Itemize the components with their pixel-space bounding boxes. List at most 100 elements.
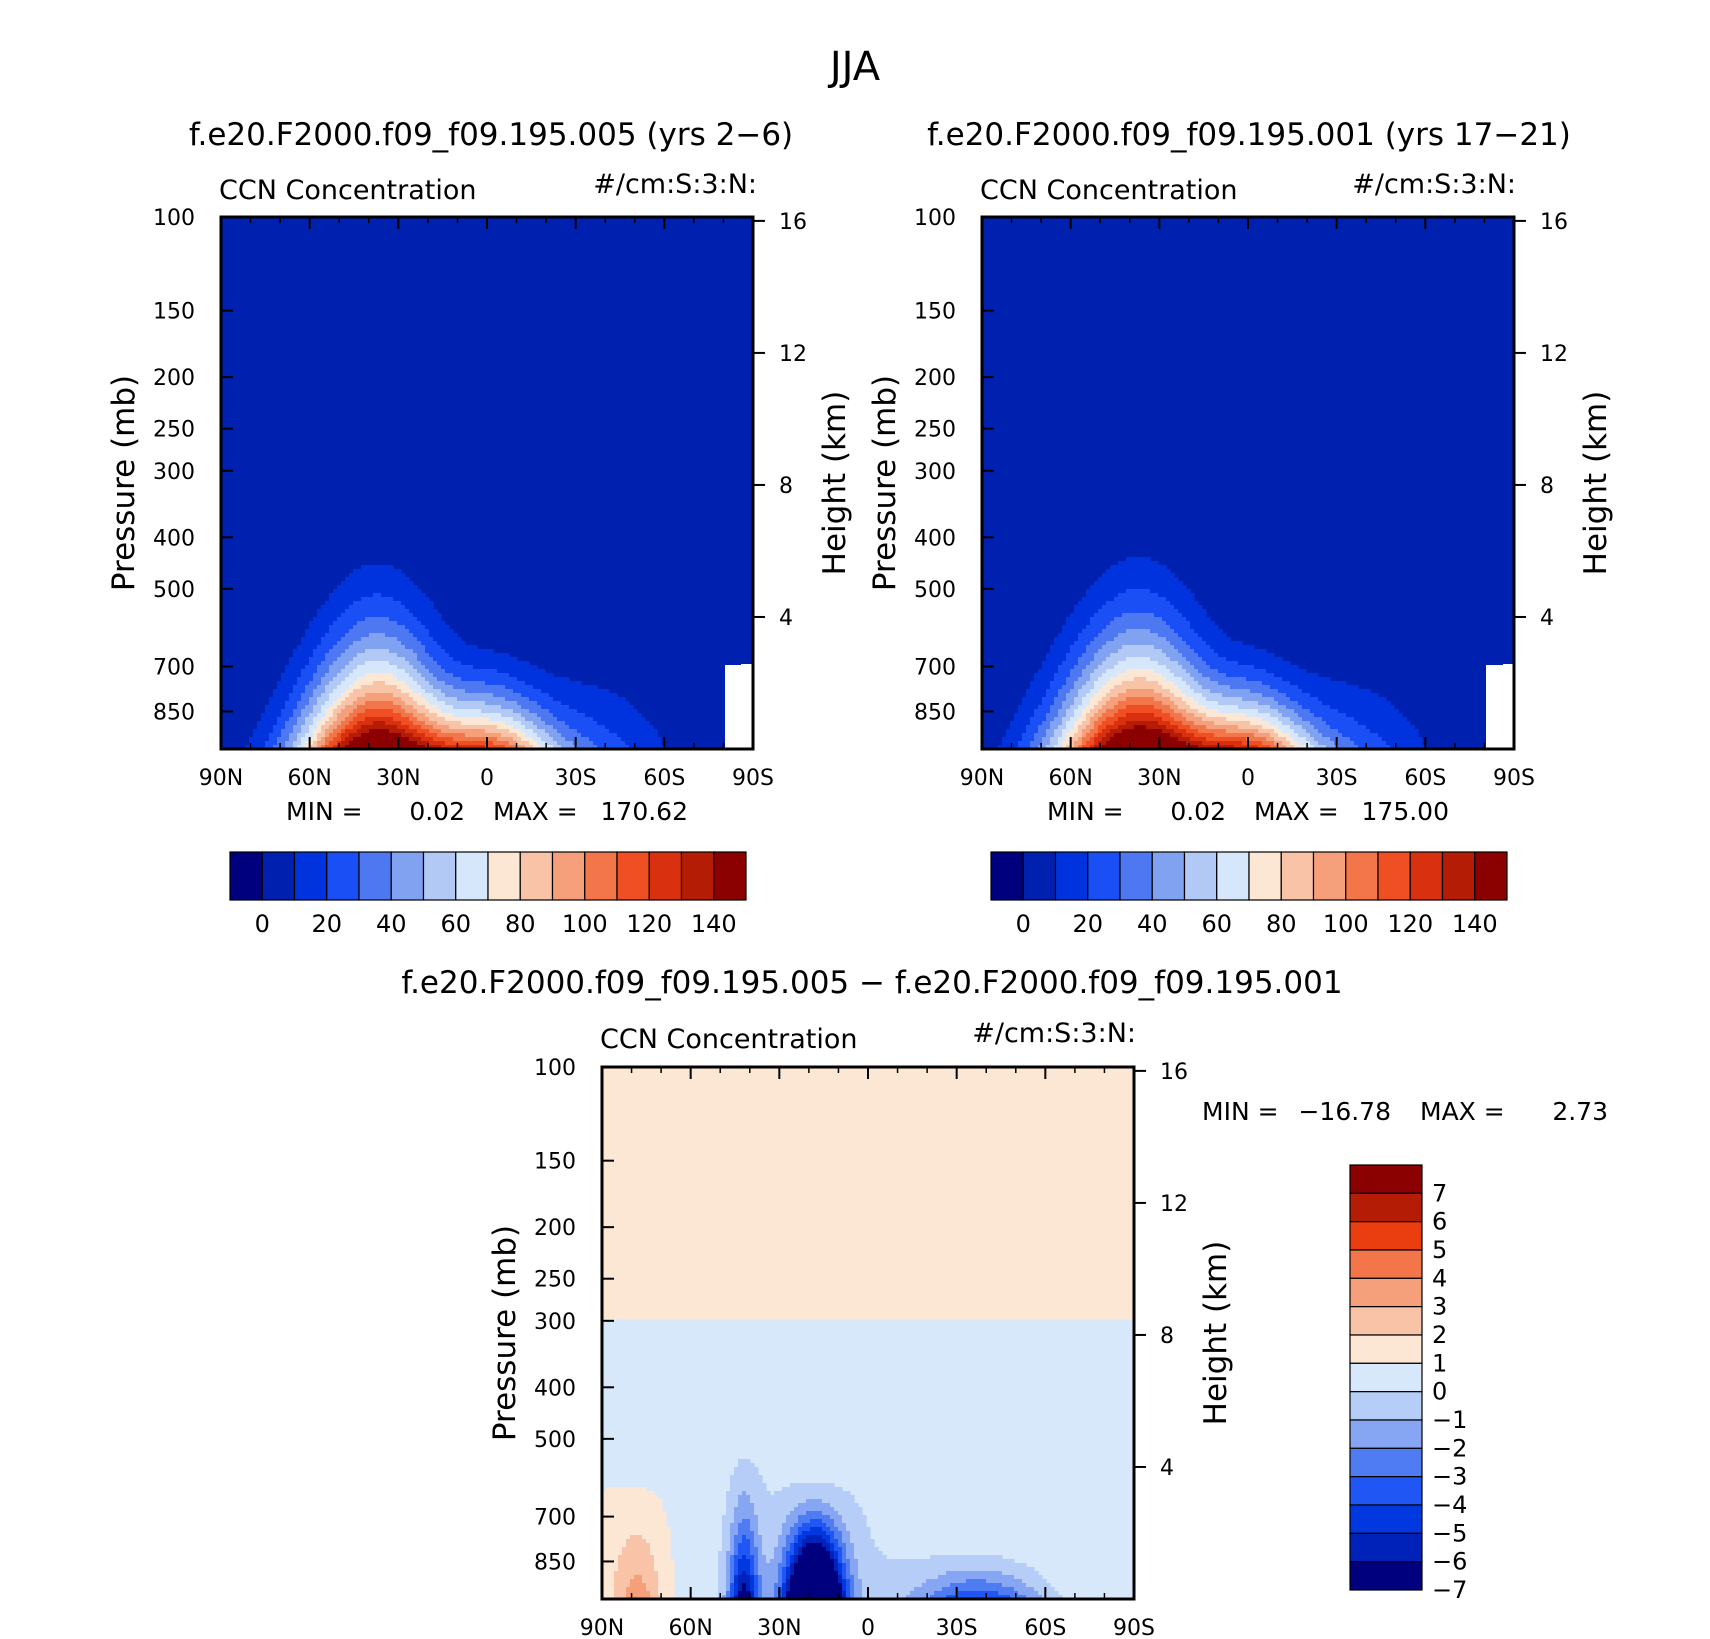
contour-cell: [1198, 729, 1227, 734]
contour-cell: [501, 733, 518, 738]
contour-cell: [541, 745, 554, 750]
contour-cell: [1098, 609, 1179, 614]
contour-cell: [525, 733, 538, 738]
contour-cell: [722, 1531, 731, 1536]
contour-cell: [842, 1519, 867, 1524]
contour-cell: [341, 581, 414, 586]
y-tick-label: 400: [914, 526, 956, 551]
contour-cell: [718, 1591, 727, 1596]
contour-cell: [1078, 677, 1091, 682]
y2-tick-label: 4: [779, 606, 793, 631]
contour-cell: [602, 1111, 1135, 1116]
contour-cell: [537, 741, 546, 746]
contour-cell: [654, 1567, 675, 1572]
contour-cell: [1058, 689, 1071, 694]
contour-cell: [321, 725, 330, 730]
contour-cell: [1174, 701, 1187, 706]
contour-cell: [846, 1543, 855, 1548]
contour-cell: [922, 1583, 951, 1588]
contour-cell: [301, 637, 322, 642]
contour-cell: [345, 649, 366, 654]
contour-cell: [325, 701, 334, 706]
panel-1-max-label: MAX =: [493, 797, 578, 826]
contour-cell: [1334, 741, 1355, 746]
contour-cell: [738, 1503, 755, 1508]
contour-cell: [1054, 673, 1071, 678]
contour-cell: [862, 1591, 911, 1596]
contour-cell: [349, 661, 366, 666]
contour-cell: [1074, 701, 1083, 706]
contour-cell: [493, 741, 510, 746]
contour-cell: [618, 1555, 655, 1560]
contour-cell: [826, 1539, 831, 1544]
contour-cell: [834, 1567, 839, 1572]
contour-cell: [730, 1563, 735, 1568]
contour-cell: [313, 689, 326, 694]
contour-cell: [1074, 725, 1079, 730]
contour-cell: [725, 725, 754, 730]
contour-cell: [409, 609, 438, 614]
contour-cell: [846, 1591, 851, 1596]
contour-cell: [1110, 565, 1167, 570]
contour-cell: [425, 649, 446, 654]
contour-cell: [1162, 729, 1175, 734]
contour-cell: [1186, 681, 1199, 686]
contour-cell: [838, 1559, 843, 1564]
contour-cell: [1094, 705, 1103, 710]
contour-cell: [285, 725, 294, 730]
contour-cell: [265, 709, 282, 714]
contour-cell: [738, 1587, 743, 1592]
contour-cell: [654, 1563, 675, 1568]
contour-cell: [730, 1567, 735, 1572]
contour-cell: [602, 1251, 1135, 1256]
contour-cell: [646, 1583, 659, 1588]
contour-cell: [778, 1575, 783, 1580]
contour-cell: [341, 693, 350, 698]
contour-cell: [281, 713, 294, 718]
contour-cell: [413, 733, 426, 738]
contour-cell: [1050, 737, 1059, 742]
contour-cell: [357, 697, 402, 702]
contour-cell: [1062, 701, 1075, 706]
contour-cell: [1090, 641, 1107, 646]
contour-cell: [1030, 685, 1051, 690]
y2-tick-label: 8: [1160, 1324, 1174, 1349]
contour-cell: [1262, 725, 1279, 730]
contour-cell: [602, 1195, 1135, 1200]
contour-cell: [421, 673, 434, 678]
contour-cell: [1186, 657, 1203, 662]
contour-cell: [393, 709, 406, 714]
contour-cell: [429, 717, 446, 722]
contour-cell: [421, 661, 438, 666]
contour-cell: [1186, 741, 1203, 746]
contour-cell: [361, 565, 394, 570]
contour-cell: [738, 1495, 751, 1500]
contour-cell: [589, 737, 622, 742]
contour-cell: [1202, 673, 1227, 678]
contour-cell: [758, 1567, 779, 1572]
contour-cell: [281, 677, 298, 682]
contour-cell: [1050, 685, 1063, 690]
contour-cell: [734, 1595, 739, 1600]
contour-cell: [341, 721, 350, 726]
panel-1-xlabels: 90N 60N 30N 0 30S 60S 90S: [199, 217, 774, 791]
contour-cell: [333, 729, 342, 734]
contour-cell: [1274, 697, 1291, 702]
contour-cell: [397, 725, 410, 730]
contour-cell: [425, 697, 438, 702]
contour-cell: [782, 1559, 787, 1564]
contour-cell: [1090, 585, 1187, 590]
contour-cell: [746, 1491, 771, 1496]
contour-cell: [393, 717, 410, 722]
contour-cell: [273, 693, 290, 698]
contour-cell: [329, 741, 338, 746]
contour-cell: [317, 745, 322, 750]
contour-cell: [754, 1587, 759, 1592]
contour-cell: [718, 1563, 727, 1568]
contour-cell: [333, 689, 346, 694]
colorbar-label: 0: [1432, 1378, 1447, 1406]
x-tick-label: 60N: [1048, 766, 1092, 791]
contour-cell: [1018, 709, 1035, 714]
contour-cell: [453, 705, 502, 710]
contour-cell: [1026, 1583, 1051, 1588]
